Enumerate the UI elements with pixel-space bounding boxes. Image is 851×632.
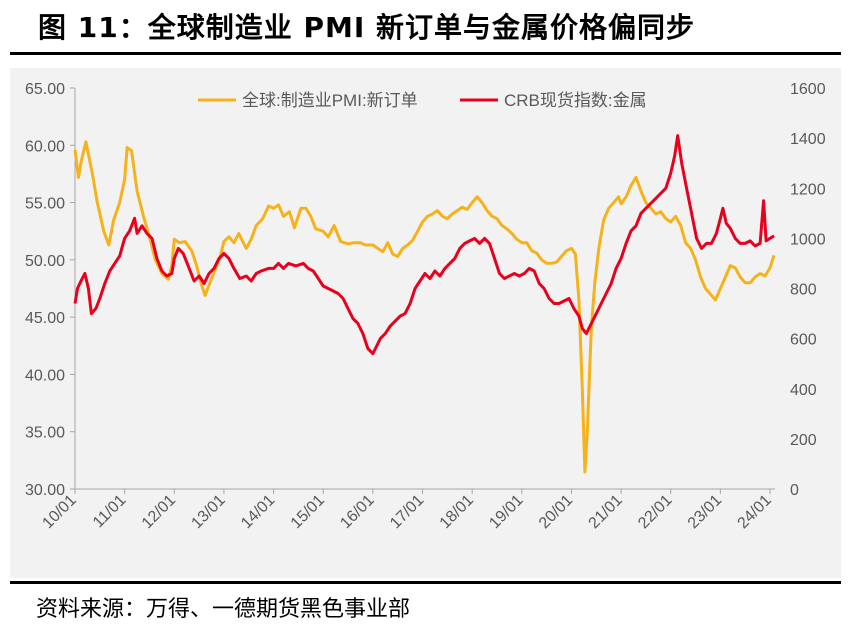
x-tick-label: 24/01 <box>735 492 775 532</box>
x-tick-label: 16/01 <box>337 492 377 532</box>
legend-label-pmi: 全球:制造业PMI:新订单 <box>242 91 418 110</box>
y-right-tick-label: 200 <box>790 432 817 449</box>
chart: 30.00 35.00 40.00 45.00 50.00 55.00 60.00 65.00… <box>25 81 826 532</box>
x-tick-label: 19/01 <box>486 492 526 532</box>
y-left-tick-label: 30.00 <box>25 482 65 499</box>
y-left-tick-label: 45.00 <box>25 310 65 327</box>
y-right-tick-label: 0 <box>790 482 799 499</box>
y-right-tick-label: 1600 <box>790 81 826 98</box>
y-left-tick-label: 60.00 <box>25 138 65 155</box>
x-tick-label: 17/01 <box>387 492 427 532</box>
y-right-tick-label: 800 <box>790 282 817 299</box>
x-tick-label: 12/01 <box>139 492 179 532</box>
x-tick-label: 18/01 <box>437 492 477 532</box>
y-left-tick-label: 35.00 <box>25 425 65 442</box>
x-tick-label: 11/01 <box>90 492 130 532</box>
y-left-tick-label: 40.00 <box>25 367 65 384</box>
figure-source: 资料来源：万得、一德期货黑色事业部 <box>36 597 411 622</box>
y-right-tick-label: 1000 <box>790 231 826 248</box>
source-rule <box>10 581 841 584</box>
x-tick-label: 14/01 <box>238 492 278 532</box>
x-tick-label: 21/01 <box>586 492 626 532</box>
chart-panel: 30.00 35.00 40.00 45.00 50.00 55.00 60.00 65.00… <box>10 68 841 578</box>
legend-label-crb: CRB现货指数:金属 <box>504 91 647 110</box>
x-tick-label: 20/01 <box>536 492 576 532</box>
x-tick-label: 13/01 <box>188 492 228 532</box>
y-right-tick-label: 1400 <box>790 131 826 148</box>
series-line-crb-metals <box>73 134 775 356</box>
x-tick-label: 15/01 <box>288 492 328 532</box>
y-right-tick-label: 400 <box>790 382 817 399</box>
x-tick-label: 23/01 <box>685 492 725 532</box>
y-left-tick-label: 55.00 <box>25 196 65 213</box>
title-rule <box>10 52 841 55</box>
y-right-tick-label: 600 <box>790 332 817 349</box>
y-left-tick-label: 50.00 <box>25 253 65 270</box>
y-left-tick-label: 65.00 <box>25 81 65 98</box>
series-line-pmi-new-orders <box>73 140 776 474</box>
x-tick-label: 22/01 <box>635 492 675 532</box>
figure-title: 图 11：全球制造业 PMI 新订单与金属价格偏同步 <box>38 11 696 44</box>
y-right-tick-label: 1200 <box>790 181 826 198</box>
